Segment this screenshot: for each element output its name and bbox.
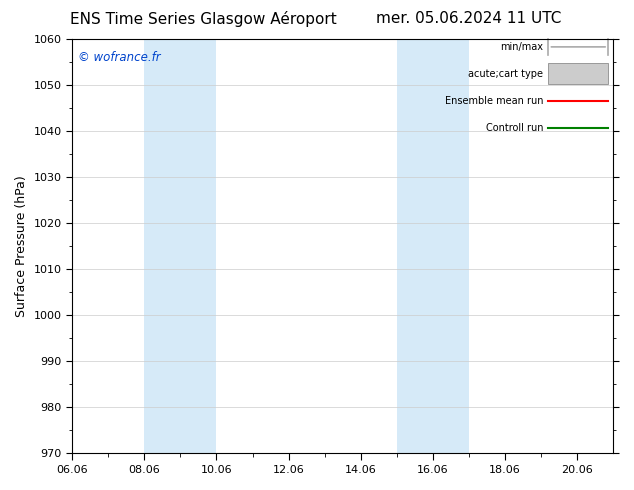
Text: ENS Time Series Glasgow Aéroport: ENS Time Series Glasgow Aéroport bbox=[70, 11, 336, 27]
Bar bbox=[397, 39, 469, 453]
Y-axis label: Surface Pressure (hPa): Surface Pressure (hPa) bbox=[15, 175, 28, 317]
Text: min/max: min/max bbox=[500, 42, 543, 52]
Bar bbox=[145, 39, 216, 453]
Text: © wofrance.fr: © wofrance.fr bbox=[77, 51, 160, 64]
Text: Controll run: Controll run bbox=[486, 122, 543, 133]
Text: mer. 05.06.2024 11 UTC: mer. 05.06.2024 11 UTC bbox=[377, 11, 562, 26]
Bar bbox=[548, 64, 608, 84]
Text: Ensemble mean run: Ensemble mean run bbox=[444, 96, 543, 106]
Text: acute;cart type: acute;cart type bbox=[468, 69, 543, 79]
